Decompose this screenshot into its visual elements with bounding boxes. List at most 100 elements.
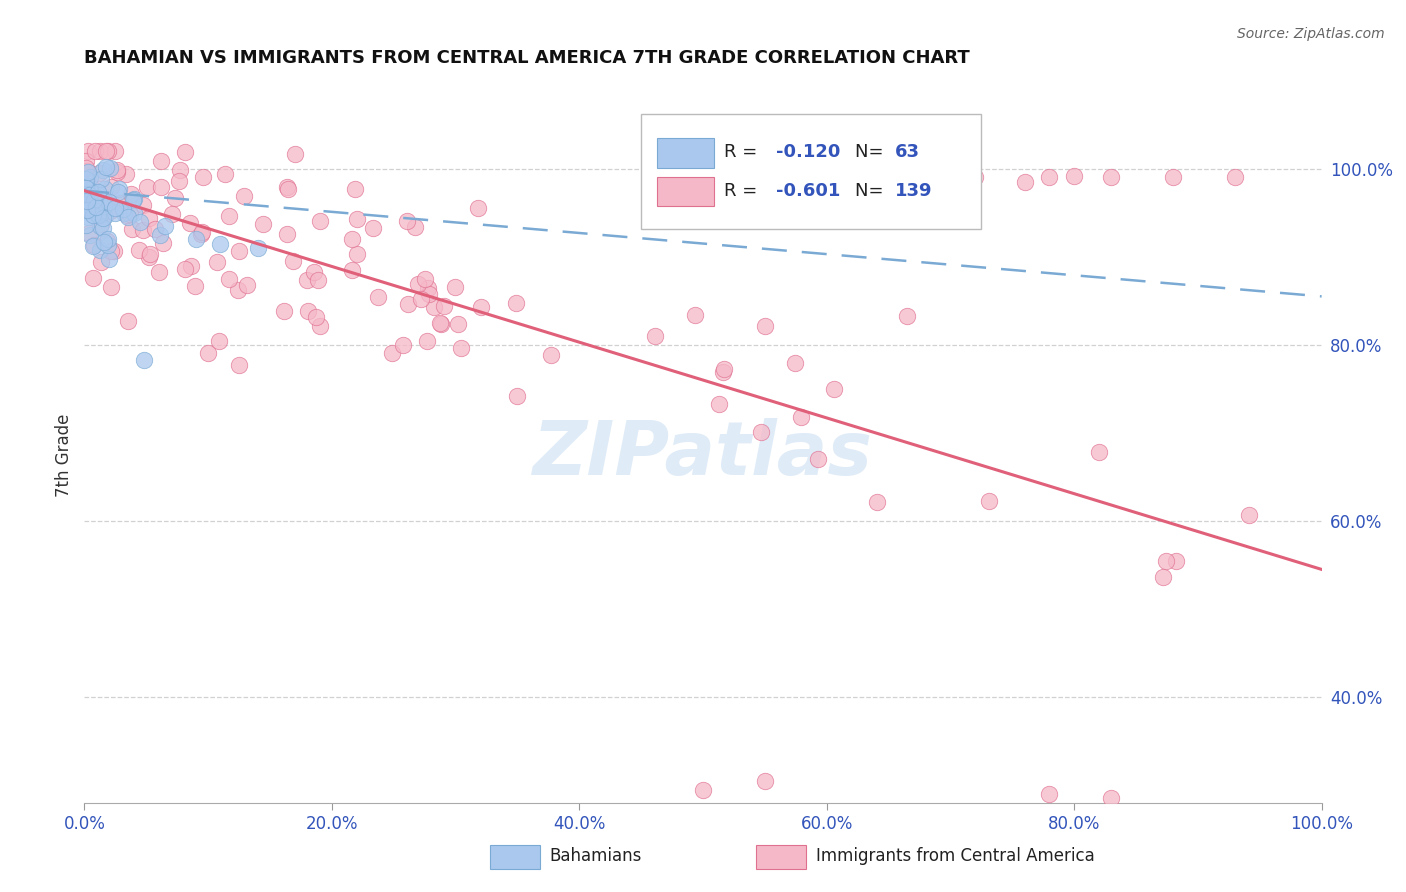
FancyBboxPatch shape: [657, 138, 714, 168]
Point: [965, 170, 987, 185]
Point: [103, 244, 125, 259]
Point: [284, 147, 307, 161]
Point: [228, 358, 250, 372]
Point: [305, 310, 328, 325]
Point: [112, 206, 135, 220]
Point: [163, 191, 186, 205]
Text: -0.601: -0.601: [776, 182, 841, 200]
Point: [392, 338, 415, 352]
Point: [83, 191, 105, 205]
Point: [205, 255, 228, 269]
Point: [209, 236, 232, 251]
Text: -0.120: -0.120: [776, 144, 841, 161]
Point: [252, 217, 274, 231]
Point: [207, 334, 229, 349]
Point: [76, 210, 98, 224]
Point: [138, 211, 160, 226]
Point: [979, 494, 1001, 508]
Point: [297, 304, 319, 318]
Point: [754, 773, 776, 788]
Point: [236, 277, 259, 292]
Point: [90, 217, 112, 231]
Point: [416, 334, 439, 348]
Point: [711, 365, 734, 379]
Point: [87, 209, 110, 223]
Point: [169, 174, 191, 188]
Point: [83, 237, 105, 252]
Point: [94, 160, 117, 174]
Point: [91, 220, 114, 235]
Point: [153, 219, 176, 233]
FancyBboxPatch shape: [657, 177, 714, 206]
Point: [110, 195, 132, 210]
Point: [75, 172, 97, 186]
Point: [79, 227, 101, 241]
Point: [713, 362, 735, 376]
Point: [150, 153, 173, 168]
Point: [76, 178, 98, 193]
Point: [98, 195, 121, 210]
Point: [169, 162, 191, 177]
Point: [444, 280, 467, 294]
Point: [98, 252, 121, 267]
Point: [381, 346, 404, 360]
Point: [76, 194, 98, 208]
Point: [470, 300, 492, 314]
Point: [148, 265, 170, 279]
Point: [98, 161, 121, 175]
Point: [160, 207, 183, 221]
Point: [120, 187, 142, 202]
Point: [395, 214, 418, 228]
Point: [84, 144, 107, 158]
Point: [75, 193, 97, 207]
Text: R =: R =: [724, 182, 763, 200]
Point: [100, 244, 122, 258]
Point: [226, 283, 249, 297]
Point: [692, 782, 714, 797]
Point: [866, 494, 889, 508]
Point: [75, 203, 97, 218]
Point: [1014, 175, 1036, 189]
Point: [84, 200, 107, 214]
Point: [83, 199, 105, 213]
Point: [128, 243, 150, 257]
Point: [86, 207, 108, 221]
Point: [783, 356, 806, 370]
Point: [115, 167, 138, 181]
Point: [75, 200, 97, 214]
Point: [89, 219, 111, 233]
Text: 139: 139: [894, 182, 932, 200]
Point: [117, 210, 139, 224]
Point: [117, 314, 139, 328]
Point: [135, 180, 157, 194]
Text: R =: R =: [724, 144, 763, 161]
Point: [423, 300, 446, 314]
Point: [77, 144, 100, 158]
Point: [115, 208, 138, 222]
Point: [90, 255, 112, 269]
Point: [447, 317, 470, 331]
Point: [197, 345, 219, 359]
Point: [79, 169, 101, 184]
Point: [416, 281, 439, 295]
Point: [89, 144, 111, 158]
Point: [75, 218, 97, 232]
Point: [807, 452, 830, 467]
Point: [754, 318, 776, 333]
Point: [505, 296, 527, 310]
Point: [120, 207, 142, 221]
Point: [283, 254, 305, 268]
Point: [94, 181, 117, 195]
Point: [218, 271, 240, 285]
Point: [1152, 570, 1174, 584]
Point: [707, 397, 730, 411]
Point: [89, 166, 111, 180]
Point: [100, 198, 122, 212]
Point: [96, 144, 118, 158]
Point: [276, 227, 298, 241]
Point: [173, 261, 195, 276]
Point: [104, 144, 127, 158]
Point: [152, 235, 174, 250]
Point: [91, 211, 114, 226]
Point: [89, 208, 111, 222]
